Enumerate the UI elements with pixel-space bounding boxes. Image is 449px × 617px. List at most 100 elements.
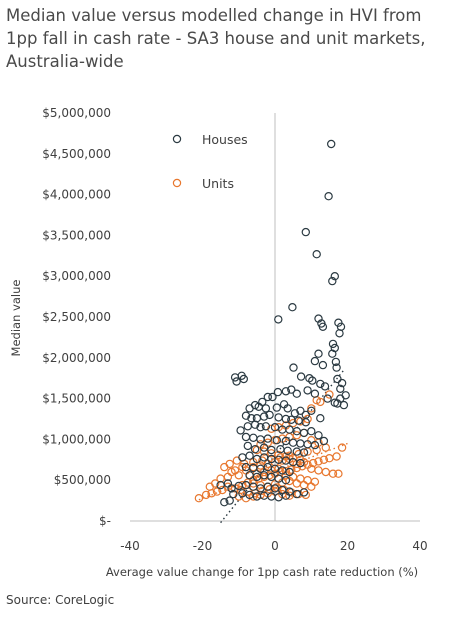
point-houses (308, 376, 317, 385)
point-houses (333, 399, 342, 408)
point-houses (249, 433, 258, 442)
point-units (334, 469, 343, 478)
point-houses (272, 436, 281, 445)
point-houses (265, 410, 274, 420)
point-units (205, 482, 214, 491)
point-units (194, 494, 204, 503)
point-units (294, 449, 303, 459)
point-houses (320, 382, 330, 391)
point-houses (341, 391, 350, 400)
point-units (299, 480, 309, 490)
point-units (201, 490, 211, 500)
point-houses (337, 378, 347, 388)
point-houses (281, 387, 291, 396)
point-houses (324, 191, 333, 201)
point-houses (250, 420, 260, 429)
point-houses (283, 404, 292, 413)
point-houses (285, 467, 294, 477)
x-tick-label: 40 (412, 539, 427, 553)
point-houses (334, 318, 343, 327)
point-houses (299, 448, 309, 457)
point-houses (333, 374, 342, 384)
point-houses (273, 387, 283, 397)
legend-marker-units (172, 178, 182, 188)
point-houses (245, 451, 254, 460)
y-tick-label: $1,500,000 (42, 392, 111, 406)
point-houses (216, 480, 225, 490)
chart-title: Median value versus modelled change in H… (6, 6, 426, 71)
point-houses (232, 377, 241, 386)
x-axis-label: Average value change for 1pp cash rate r… (106, 565, 418, 579)
point-houses (236, 426, 245, 435)
y-axis-ticks: $- $500,000 $1,000,000 $1,500,000 $2,000,000… (42, 106, 111, 528)
point-units (234, 471, 243, 480)
point-units (337, 443, 347, 452)
point-units (314, 466, 323, 475)
point-houses (296, 372, 306, 381)
point-houses (307, 406, 316, 415)
source-note: Source: CoreLogic (6, 593, 115, 607)
point-units (310, 477, 320, 486)
point-houses (261, 404, 271, 413)
point-houses (272, 403, 281, 412)
point-houses (314, 349, 323, 358)
point-houses (316, 414, 325, 423)
point-houses (287, 385, 296, 394)
point-houses (328, 349, 337, 358)
point-units (321, 467, 330, 477)
point-houses (274, 315, 283, 324)
point-houses (241, 411, 251, 420)
point-houses (256, 423, 265, 432)
point-houses (241, 432, 251, 442)
point-houses (259, 412, 269, 421)
point-houses (323, 394, 332, 403)
point-houses (268, 392, 277, 402)
point-houses (318, 322, 328, 331)
x-tick-label: -20 (193, 539, 213, 553)
point-houses (316, 379, 325, 389)
data-points (194, 139, 350, 507)
point-houses (312, 249, 321, 259)
y-tick-label: $5,000,000 (42, 106, 111, 120)
point-units (230, 466, 240, 475)
point-houses (292, 389, 301, 398)
point-houses (227, 484, 236, 493)
point-units (312, 445, 321, 455)
y-tick-label: $4,500,000 (42, 147, 111, 161)
point-units (238, 462, 247, 472)
point-houses (243, 441, 252, 451)
point-units (307, 404, 316, 413)
y-tick-label: $2,000,000 (42, 351, 111, 365)
x-tick-label: -40 (120, 539, 140, 553)
point-houses (336, 384, 345, 393)
point-units (319, 455, 329, 464)
point-houses (256, 435, 265, 444)
point-houses (332, 363, 341, 372)
x-axis-ticks: -40 -20 0 20 40 (120, 539, 427, 553)
y-tick-label: $- (99, 514, 111, 528)
point-units (307, 482, 316, 491)
point-houses (225, 496, 234, 505)
point-units (296, 455, 305, 464)
point-houses (263, 434, 272, 443)
point-houses (299, 488, 309, 497)
y-tick-label: $2,500,000 (42, 310, 111, 324)
point-houses (328, 276, 337, 286)
point-houses (281, 491, 291, 500)
x-tick-label: 20 (340, 539, 355, 553)
point-units (292, 479, 301, 488)
point-houses (238, 453, 247, 462)
point-houses (245, 471, 254, 480)
point-houses (303, 386, 312, 395)
y-tick-label: $500,000 (54, 473, 111, 487)
point-houses (288, 438, 298, 447)
point-houses (229, 489, 238, 499)
point-houses (290, 409, 300, 418)
point-houses (318, 360, 328, 370)
point-houses (327, 139, 336, 149)
y-axis-label: Median value (9, 280, 23, 357)
legend: Houses Units (172, 132, 248, 191)
point-houses (299, 428, 309, 438)
